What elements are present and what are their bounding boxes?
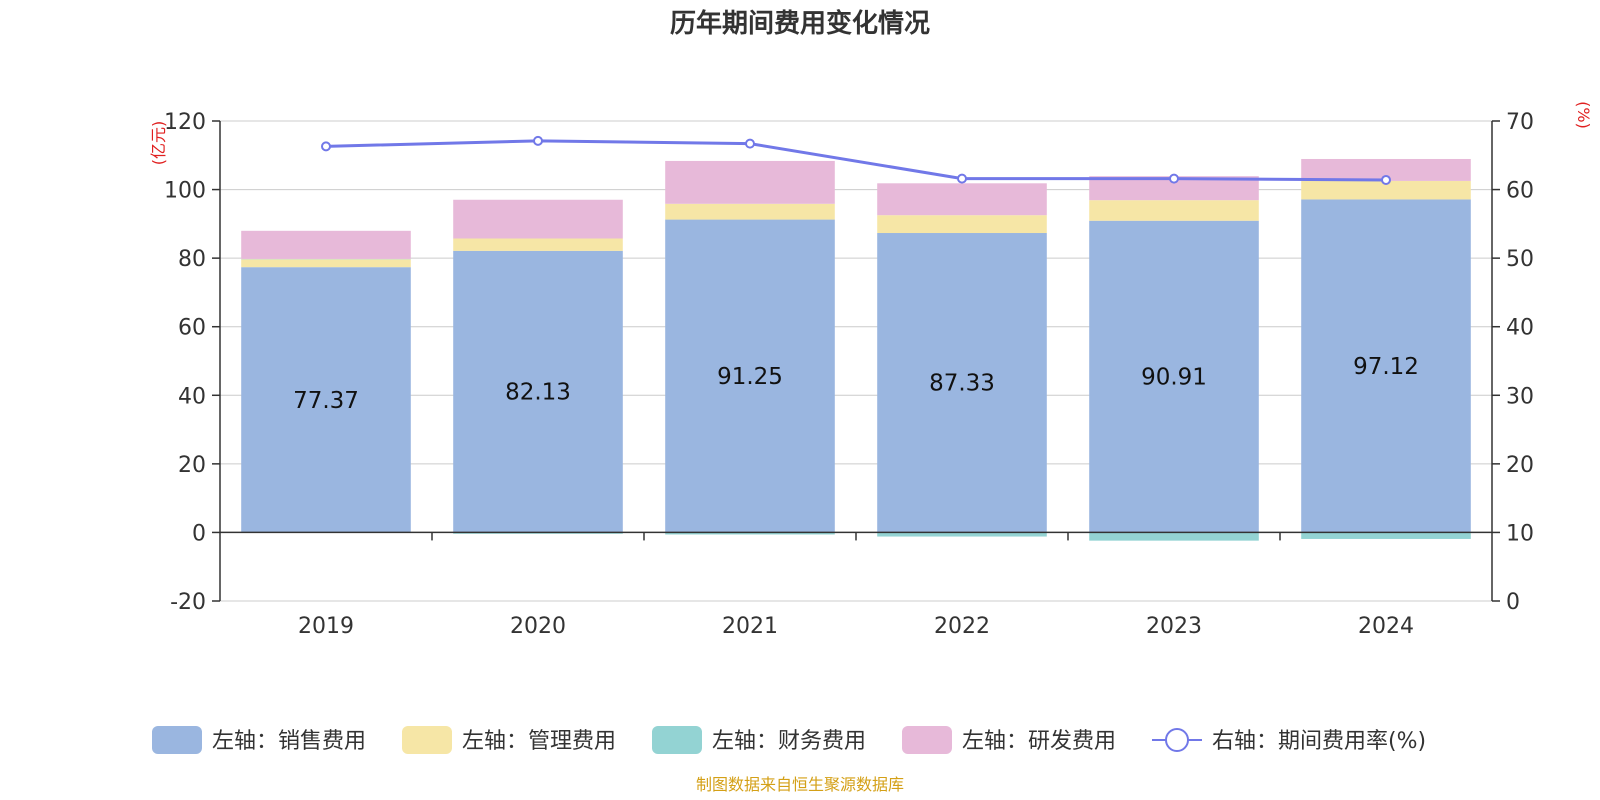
- data-labels: 77.37 82.13 91.25 87.33 90.91 97.12: [293, 354, 1419, 414]
- data-label: 91.25: [717, 364, 783, 390]
- legend-swatch: [152, 726, 202, 754]
- bar-segment: [1089, 532, 1259, 541]
- left-tick-label: 80: [178, 247, 206, 272]
- bar-segment: [877, 183, 1047, 216]
- legend-label: 左轴：管理费用: [462, 729, 616, 754]
- left-tick-label: 120: [164, 110, 206, 135]
- bar-segment: [665, 160, 835, 204]
- data-label: 90.91: [1141, 365, 1207, 391]
- legend-swatch: [402, 726, 452, 754]
- data-label: 97.12: [1353, 354, 1419, 380]
- left-tick-label: -20: [170, 590, 206, 615]
- right-tick-label: 10: [1506, 521, 1534, 546]
- legend-item[interactable]: 左轴：销售费用: [152, 726, 366, 754]
- legend-label: 左轴：销售费用: [212, 729, 366, 754]
- rate-point: [1381, 174, 1391, 185]
- bar-segment: [241, 267, 411, 533]
- right-tick-label: 60: [1506, 179, 1534, 204]
- right-tick-label: 50: [1506, 247, 1534, 272]
- bar-segment: [241, 259, 411, 268]
- x-tick-label: 2021: [722, 614, 778, 639]
- data-label: 82.13: [505, 380, 571, 406]
- legend-label: 左轴：财务费用: [712, 729, 866, 754]
- bar-segment: [1301, 158, 1471, 181]
- rate-point: [321, 141, 331, 152]
- right-tick-label: 40: [1506, 316, 1534, 341]
- left-tick-label: 100: [164, 179, 206, 204]
- bar-segment: [453, 199, 623, 239]
- legend-label: 左轴：研发费用: [962, 729, 1116, 754]
- legend-item[interactable]: 左轴：财务费用: [652, 726, 866, 754]
- bar-segment: [241, 230, 411, 259]
- rate-point: [1169, 173, 1179, 184]
- bar-segment: [1301, 199, 1471, 533]
- rate-point: [533, 135, 543, 146]
- left-tick-label: 0: [192, 521, 206, 546]
- legend-swatch: [652, 726, 702, 754]
- x-tick-label: 2023: [1146, 614, 1202, 639]
- legend-item[interactable]: 左轴：研发费用: [902, 726, 1116, 754]
- left-axis-unit: (亿元): [149, 121, 168, 166]
- x-tick-label: 2024: [1358, 614, 1414, 639]
- right-tick-label: 0: [1506, 590, 1520, 615]
- bar-segment: [665, 219, 835, 533]
- legend-item[interactable]: 左轴：管理费用: [402, 726, 616, 754]
- bars: [241, 158, 1471, 541]
- left-tick-label: 60: [178, 316, 206, 341]
- bar-segment: [1089, 200, 1259, 221]
- rate-point: [745, 138, 755, 149]
- source-note: 制图数据来自恒生聚源数据库: [696, 775, 904, 794]
- rate-line: [321, 135, 1391, 185]
- right-tick-label: 20: [1506, 453, 1534, 478]
- bar-segment: [453, 238, 623, 251]
- data-label: 87.33: [929, 371, 995, 397]
- legend-item[interactable]: 右轴：期间费用率(%): [1152, 728, 1426, 754]
- right-axis-unit: (%): [1574, 101, 1593, 129]
- chart-title: 历年期间费用变化情况: [670, 8, 930, 39]
- rate-point: [957, 173, 967, 184]
- legend-swatch: [902, 726, 952, 754]
- bar-segment: [453, 250, 623, 533]
- bar-segment: [877, 215, 1047, 234]
- data-label: 77.37: [293, 388, 359, 414]
- bar-segment: [877, 233, 1047, 533]
- bar-segment: [665, 532, 835, 535]
- bar-segment: [1301, 180, 1471, 200]
- left-tick-label: 40: [178, 384, 206, 409]
- left-tick-label: 20: [178, 453, 206, 478]
- legend-label: 右轴：期间费用率(%): [1212, 729, 1426, 754]
- legend-marker: [1165, 728, 1189, 752]
- bar-segment: [1089, 220, 1259, 533]
- rate-line-path: [325, 139, 1387, 182]
- bar-segment: [877, 532, 1047, 537]
- x-tick-label: 2022: [934, 614, 990, 639]
- right-tick-label: 70: [1506, 110, 1534, 135]
- right-tick-label: 30: [1506, 384, 1534, 409]
- x-tick-label: 2019: [298, 614, 354, 639]
- legend: 左轴：销售费用 左轴：管理费用 左轴：财务费用 左轴：研发费用 右轴：期间费用率(%): [152, 726, 1426, 754]
- bar-segment: [665, 203, 835, 220]
- bar-segment: [1301, 532, 1471, 539]
- x-tick-label: 2020: [510, 614, 566, 639]
